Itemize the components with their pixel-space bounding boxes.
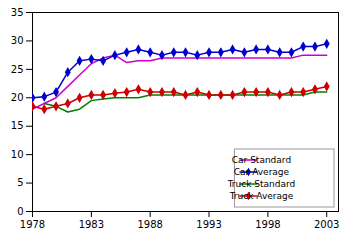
svg-text:Car Average: Car Average (234, 167, 290, 177)
svg-text:Truck Standard: Truck Standard (227, 179, 296, 189)
svg-text:35: 35 (11, 7, 24, 18)
svg-text:10: 10 (11, 149, 24, 160)
svg-text:5: 5 (17, 177, 23, 188)
svg-text:Truck Average: Truck Average (229, 191, 294, 201)
svg-text:1998: 1998 (255, 219, 280, 230)
svg-text:1978: 1978 (20, 219, 45, 230)
svg-text:1988: 1988 (137, 219, 162, 230)
svg-text:25: 25 (11, 64, 24, 75)
svg-text:2003: 2003 (314, 219, 339, 230)
svg-text:20: 20 (11, 92, 24, 103)
svg-text:Car Standard: Car Standard (232, 155, 291, 165)
svg-text:15: 15 (11, 120, 24, 131)
svg-text:0: 0 (17, 206, 23, 217)
svg-text:1993: 1993 (196, 219, 221, 230)
svg-text:30: 30 (11, 35, 24, 46)
svg-text:1983: 1983 (79, 219, 104, 230)
